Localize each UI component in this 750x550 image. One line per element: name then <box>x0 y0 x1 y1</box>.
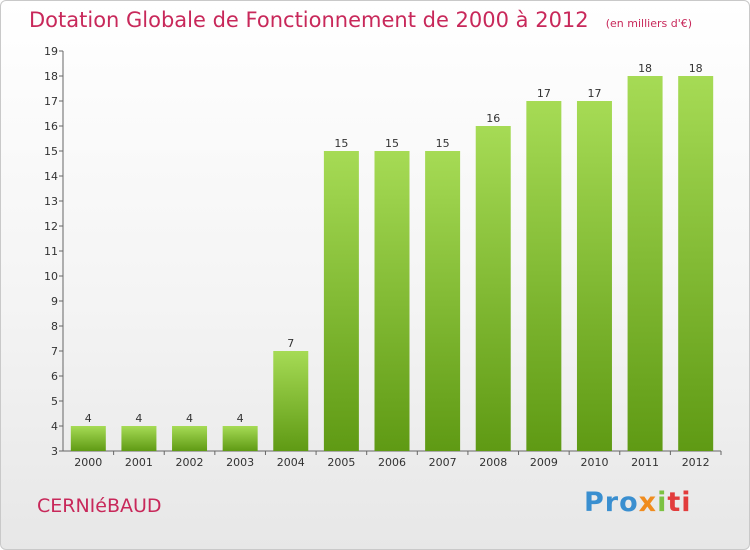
data-label: 4 <box>135 412 142 425</box>
y-tick-label: 15 <box>44 145 58 158</box>
x-tick-label: 2001 <box>125 456 153 469</box>
x-tick-label: 2012 <box>682 456 710 469</box>
data-label: 7 <box>287 337 294 350</box>
bar-2002 <box>172 426 208 451</box>
data-label: 17 <box>537 87 551 100</box>
chart-subtitle: (en milliers d'€) <box>605 17 693 30</box>
y-tick-label: 9 <box>51 295 58 308</box>
y-tick-label: 19 <box>44 45 58 58</box>
y-tick-label: 4 <box>51 420 58 433</box>
x-tick-label: 2006 <box>378 456 406 469</box>
bar-2007 <box>425 151 461 451</box>
x-tick-label: 2010 <box>580 456 608 469</box>
x-tick-label: 2003 <box>226 456 254 469</box>
y-tick-label: 14 <box>44 170 58 183</box>
x-tick-label: 2002 <box>176 456 204 469</box>
x-tick-label: 2005 <box>327 456 355 469</box>
bar-2000 <box>70 426 106 451</box>
x-tick-label: 2008 <box>479 456 507 469</box>
data-label: 4 <box>85 412 92 425</box>
chart-title: Dotation Globale de Fonctionnement de 20… <box>29 8 589 32</box>
y-tick-label: 6 <box>51 370 58 383</box>
data-label: 4 <box>186 412 193 425</box>
bar-2003 <box>222 426 258 451</box>
proxiti-logo[interactable]: Proxiti <box>584 487 692 518</box>
x-tick-label: 2000 <box>74 456 102 469</box>
data-label: 15 <box>385 137 399 150</box>
y-tick-label: 13 <box>44 195 58 208</box>
bar-2010 <box>576 101 612 451</box>
logo-part: i <box>657 487 668 518</box>
y-tick-label: 16 <box>44 120 58 133</box>
y-tick-label: 17 <box>44 95 58 108</box>
logo-part: ti <box>667 487 692 518</box>
bar-2011 <box>627 76 663 451</box>
x-tick-label: 2004 <box>277 456 305 469</box>
y-tick-label: 3 <box>51 445 58 458</box>
data-label: 18 <box>689 62 703 75</box>
y-tick-label: 18 <box>44 70 58 83</box>
data-label: 16 <box>486 112 500 125</box>
data-label: 4 <box>237 412 244 425</box>
logo-part: Pro <box>584 487 639 518</box>
y-tick-label: 8 <box>51 320 58 333</box>
y-tick-label: 5 <box>51 395 58 408</box>
bar-2004 <box>273 351 309 451</box>
y-tick-label: 11 <box>44 245 58 258</box>
bar-2001 <box>121 426 157 451</box>
data-label: 15 <box>334 137 348 150</box>
data-label: 17 <box>587 87 601 100</box>
bar-2005 <box>323 151 359 451</box>
labels: 4 2000 4 2001 4 2002 4 2003 7 2004 15 2005 15 2006 15 2… <box>74 62 709 469</box>
y-tick-label: 12 <box>44 220 58 233</box>
commune-name: CERNIéBAUD <box>37 495 162 517</box>
bars <box>70 76 714 451</box>
logo-part: x <box>638 487 658 518</box>
y-tick-label: 7 <box>51 345 58 358</box>
bar-2012 <box>678 76 714 451</box>
bar-2008 <box>475 126 511 451</box>
data-label: 18 <box>638 62 652 75</box>
x-tick-label: 2011 <box>631 456 659 469</box>
bar-2006 <box>374 151 410 451</box>
x-tick-label: 2007 <box>429 456 457 469</box>
bar-2009 <box>526 101 562 451</box>
data-label: 15 <box>436 137 450 150</box>
x-tick-label: 2009 <box>530 456 558 469</box>
y-tick-label: 10 <box>44 270 58 283</box>
chart-title-block: Dotation Globale de Fonctionnement de 20… <box>29 8 692 32</box>
